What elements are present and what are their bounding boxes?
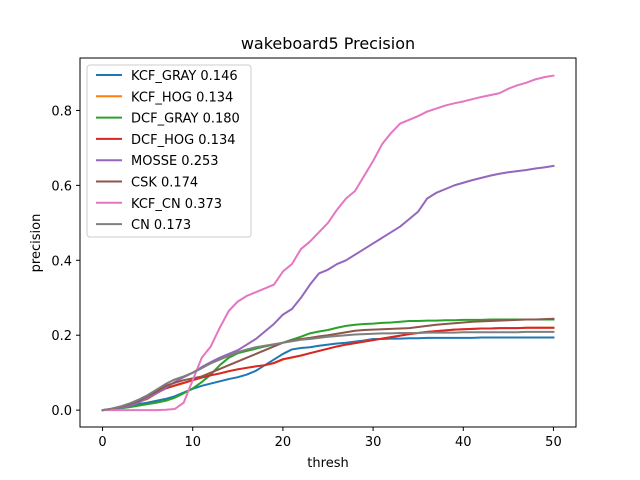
legend-label: KCF_CN 0.373 bbox=[131, 197, 222, 212]
series-line-7 bbox=[101, 330, 555, 412]
x-axis-label: thresh bbox=[307, 456, 348, 471]
legend-label: KCF_HOG 0.134 bbox=[131, 90, 233, 105]
series-line-6 bbox=[101, 74, 555, 412]
y-tick-label: 0.0 bbox=[51, 404, 72, 419]
x-tick-label: 50 bbox=[545, 435, 562, 450]
y-axis-label: precision bbox=[29, 214, 44, 273]
series-line-2 bbox=[101, 318, 555, 412]
plot-frame bbox=[79, 57, 577, 428]
y-tick-label: 0.8 bbox=[51, 104, 72, 119]
series-line-5 bbox=[101, 317, 555, 412]
x-tick-label: 10 bbox=[184, 435, 201, 450]
y-tick-label: 0.4 bbox=[51, 254, 72, 269]
y-tick-label: 0.2 bbox=[51, 329, 72, 344]
legend-label: KCF_GRAY 0.146 bbox=[131, 69, 238, 84]
x-tick-label: 20 bbox=[275, 435, 292, 450]
x-tick-label: 30 bbox=[365, 435, 382, 450]
legend-label: CN 0.173 bbox=[131, 218, 191, 233]
legend-label: DCF_GRAY 0.180 bbox=[131, 112, 240, 127]
x-tick-label: 0 bbox=[98, 435, 106, 450]
y-tick-label: 0.6 bbox=[51, 179, 72, 194]
y-axis: 0.0 0.2 0.4 0.6 0.8 bbox=[51, 104, 80, 419]
legend-items: KCF_GRAY 0.146 KCF_HOG 0.134 DCF_GRAY 0.18… bbox=[96, 69, 240, 233]
series-line-3 bbox=[101, 326, 555, 412]
legend-label: DCF_HOG 0.134 bbox=[131, 133, 236, 148]
legend-label: CSK 0.174 bbox=[131, 176, 198, 191]
chart-title: wakeboard5 Precision bbox=[241, 34, 415, 53]
x-axis: 0 10 20 30 40 50 bbox=[98, 427, 562, 450]
x-tick-label: 40 bbox=[455, 435, 472, 450]
legend-box bbox=[86, 64, 252, 238]
series-layer bbox=[101, 74, 555, 412]
series-line-0 bbox=[101, 336, 555, 412]
series-line-4 bbox=[101, 164, 555, 412]
legend: KCF_GRAY 0.146 KCF_HOG 0.134 DCF_GRAY 0.18… bbox=[86, 64, 252, 238]
legend-label: MOSSE 0.253 bbox=[131, 154, 219, 169]
